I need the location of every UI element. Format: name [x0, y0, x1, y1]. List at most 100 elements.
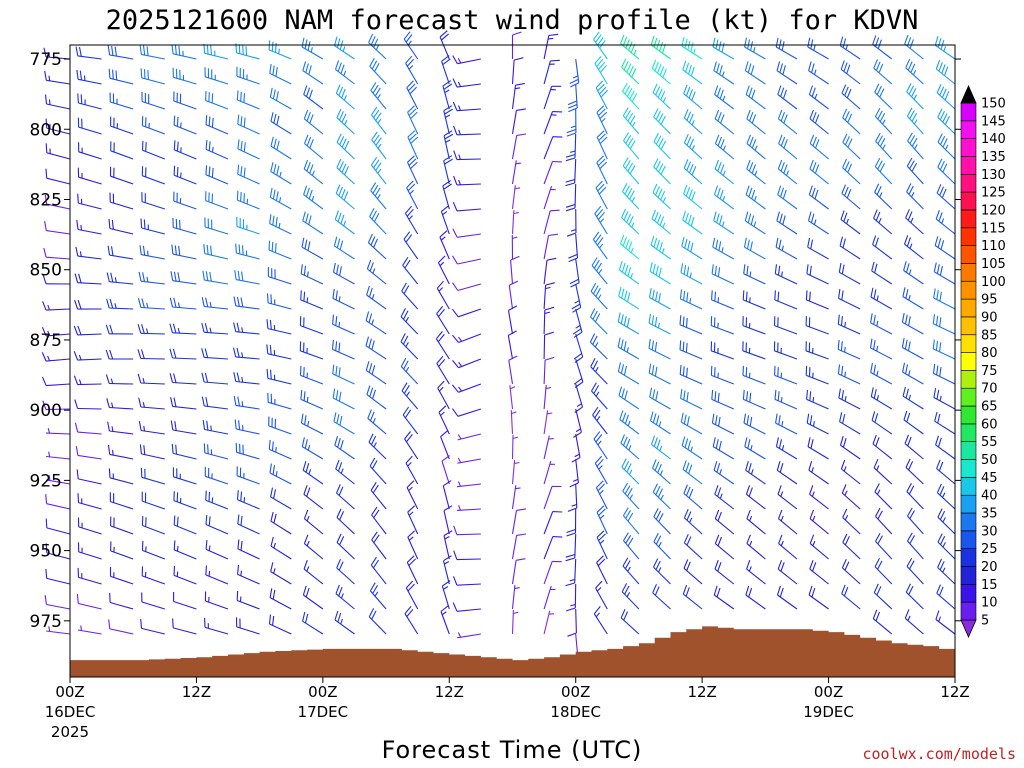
colorbar-swatch [960, 512, 977, 532]
wind-barb [105, 324, 134, 335]
wind-barb [805, 290, 829, 310]
wind-barb [838, 288, 861, 310]
wind-barb [172, 67, 197, 85]
wind-barb [405, 55, 419, 85]
colorbar-label: 115 [981, 221, 1006, 236]
wind-barb [76, 69, 102, 85]
wind-barb [367, 409, 387, 435]
wind-barb [746, 560, 766, 585]
wind-barb [935, 59, 956, 85]
wind-barb [235, 442, 260, 460]
wind-barb [773, 316, 798, 335]
wind-barb [543, 536, 563, 560]
wind-barb [653, 133, 671, 160]
wind-barb [837, 339, 861, 360]
wind-barb [511, 558, 526, 585]
wind-barb [773, 341, 798, 360]
wind-barb [746, 159, 766, 185]
colorbar-label: 55 [981, 435, 998, 450]
wind-barb [435, 331, 450, 360]
wind-barb [871, 261, 893, 285]
wind-barb [842, 108, 861, 135]
wind-barb [77, 493, 102, 510]
wind-barb [713, 461, 735, 485]
wind-barb [777, 485, 798, 510]
wind-barb [300, 290, 324, 310]
wind-barb [872, 609, 893, 635]
wind-barb [237, 539, 260, 560]
wind-barb [299, 365, 324, 385]
wind-barb [565, 133, 577, 162]
wind-barb [170, 271, 197, 285]
wind-barb [652, 483, 671, 510]
wind-barb [270, 511, 292, 535]
wind-barb [235, 43, 260, 60]
colorbar-swatch [960, 209, 977, 229]
wind-barb [808, 585, 829, 610]
wind-barb [205, 191, 229, 210]
wind-barb [742, 365, 766, 385]
wind-barb [443, 105, 453, 135]
y-tick-label: 800 [30, 120, 62, 140]
wind-barb [438, 405, 450, 435]
wind-barb [205, 115, 229, 135]
wind-barb [710, 365, 734, 385]
x-axis-label: Forecast Time (UTC) [382, 736, 643, 764]
wind-barb [592, 406, 608, 435]
wind-barb [457, 433, 482, 441]
colorbar-label: 145 [981, 114, 1006, 129]
colorbar-swatch [960, 191, 977, 211]
wind-barb [648, 338, 671, 360]
wind-barb [508, 280, 519, 310]
wind-barb [932, 339, 956, 360]
wind-barb [871, 411, 893, 435]
y-tick-label: 900 [30, 401, 62, 421]
wind-barb [205, 90, 229, 110]
wind-barb [778, 134, 798, 160]
wind-barb [618, 260, 640, 285]
wind-barb [402, 257, 419, 285]
wind-barb [618, 386, 640, 410]
wind-barb [840, 60, 861, 85]
wind-barb [400, 333, 419, 360]
wind-barb [141, 140, 165, 160]
colorbar-label: 45 [981, 471, 998, 486]
wind-barb [511, 185, 521, 210]
wind-barb [76, 469, 102, 485]
wind-barb [778, 534, 798, 560]
wind-barb [589, 333, 608, 360]
wind-barb [622, 107, 640, 135]
wind-barb [107, 421, 134, 435]
wind-barb [935, 210, 956, 235]
wind-barb [299, 316, 324, 335]
wind-barb [511, 160, 521, 185]
wind-barb [543, 282, 555, 310]
wind-barb [650, 235, 671, 260]
wind-barb [77, 542, 102, 560]
wind-barb [301, 37, 324, 60]
wind-barb [371, 506, 387, 535]
wind-barb [236, 66, 260, 85]
wind-barb [805, 365, 829, 385]
wind-barb [596, 130, 608, 160]
wind-barb [452, 78, 481, 88]
wind-barb [270, 536, 292, 560]
wind-barb [775, 37, 798, 60]
wind-barb [235, 243, 260, 260]
wind-barb [841, 84, 861, 110]
wind-barb [366, 285, 387, 310]
wind-barb [543, 111, 563, 135]
wind-barb [569, 458, 579, 488]
wind-barb [508, 355, 518, 385]
wind-barb [236, 216, 260, 235]
wind-barb [682, 460, 703, 485]
wind-barb [365, 361, 387, 385]
wind-barb [173, 191, 197, 210]
wind-barb [140, 68, 165, 85]
wind-barb [543, 385, 552, 410]
wind-barb [621, 583, 640, 610]
wind-barb [806, 413, 829, 435]
wind-barb [452, 576, 481, 586]
wind-barb [808, 85, 829, 110]
colorbar-swatch [960, 459, 977, 478]
